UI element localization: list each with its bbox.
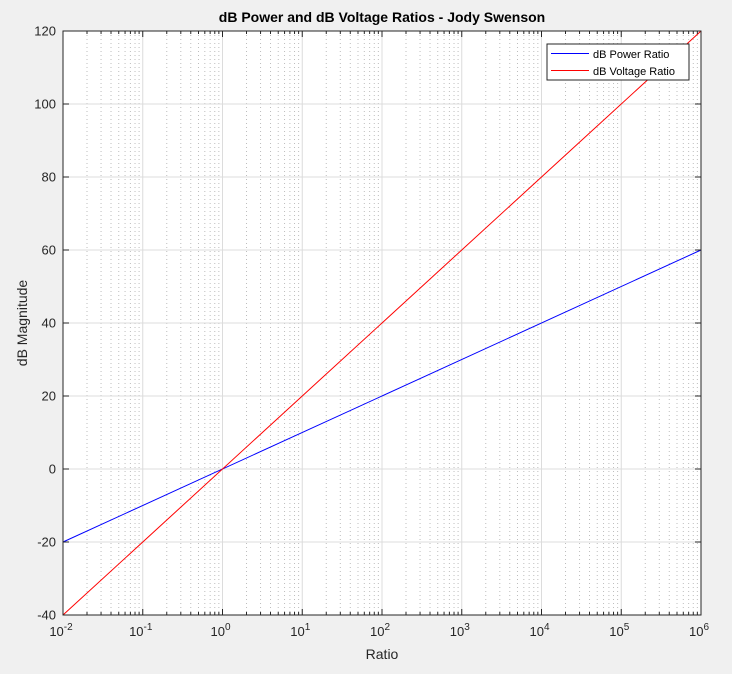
x-axis-label: Ratio [366,646,399,662]
x-tick-label: 103 [450,622,470,639]
y-tick-label: 120 [34,24,56,39]
ticks: 10-2 10-1 100 101 102 103 104 105 106 -40 -20 0 20 40… [34,24,709,640]
series-layer [62,30,702,616]
y-tick-label: 20 [42,389,56,404]
x-tick-label: 10-2 [49,622,73,639]
x-tick-label: 106 [689,622,709,639]
y-tick-label: 60 [42,243,56,258]
x-tick-label: 10-1 [129,622,153,639]
chart-title: dB Power and dB Voltage Ratios - Jody Sw… [219,9,545,25]
y-tick-label: -40 [37,608,56,623]
y-tick-label: -20 [37,535,56,550]
y-tick-label: 40 [42,316,56,331]
x-tick-label: 100 [210,622,230,639]
legend-label-voltage: dB Voltage Ratio [593,66,675,78]
y-tick-label: 80 [42,170,56,185]
y-tick-label: 100 [34,97,56,112]
x-tick-label: 104 [529,622,549,639]
x-tick-label: 101 [290,622,310,639]
legend-label-power: dB Power Ratio [593,49,669,61]
series-line-power [62,249,702,543]
y-tick-label: 0 [49,462,56,477]
x-tick-label: 102 [370,622,390,639]
legend-box [546,43,690,81]
series-line-voltage [62,30,702,616]
x-tick-label: 105 [609,622,629,639]
legend[interactable]: dB Power Ratio dB Voltage Ratio [546,43,690,81]
y-axis-label: dB Magnitude [14,280,30,367]
